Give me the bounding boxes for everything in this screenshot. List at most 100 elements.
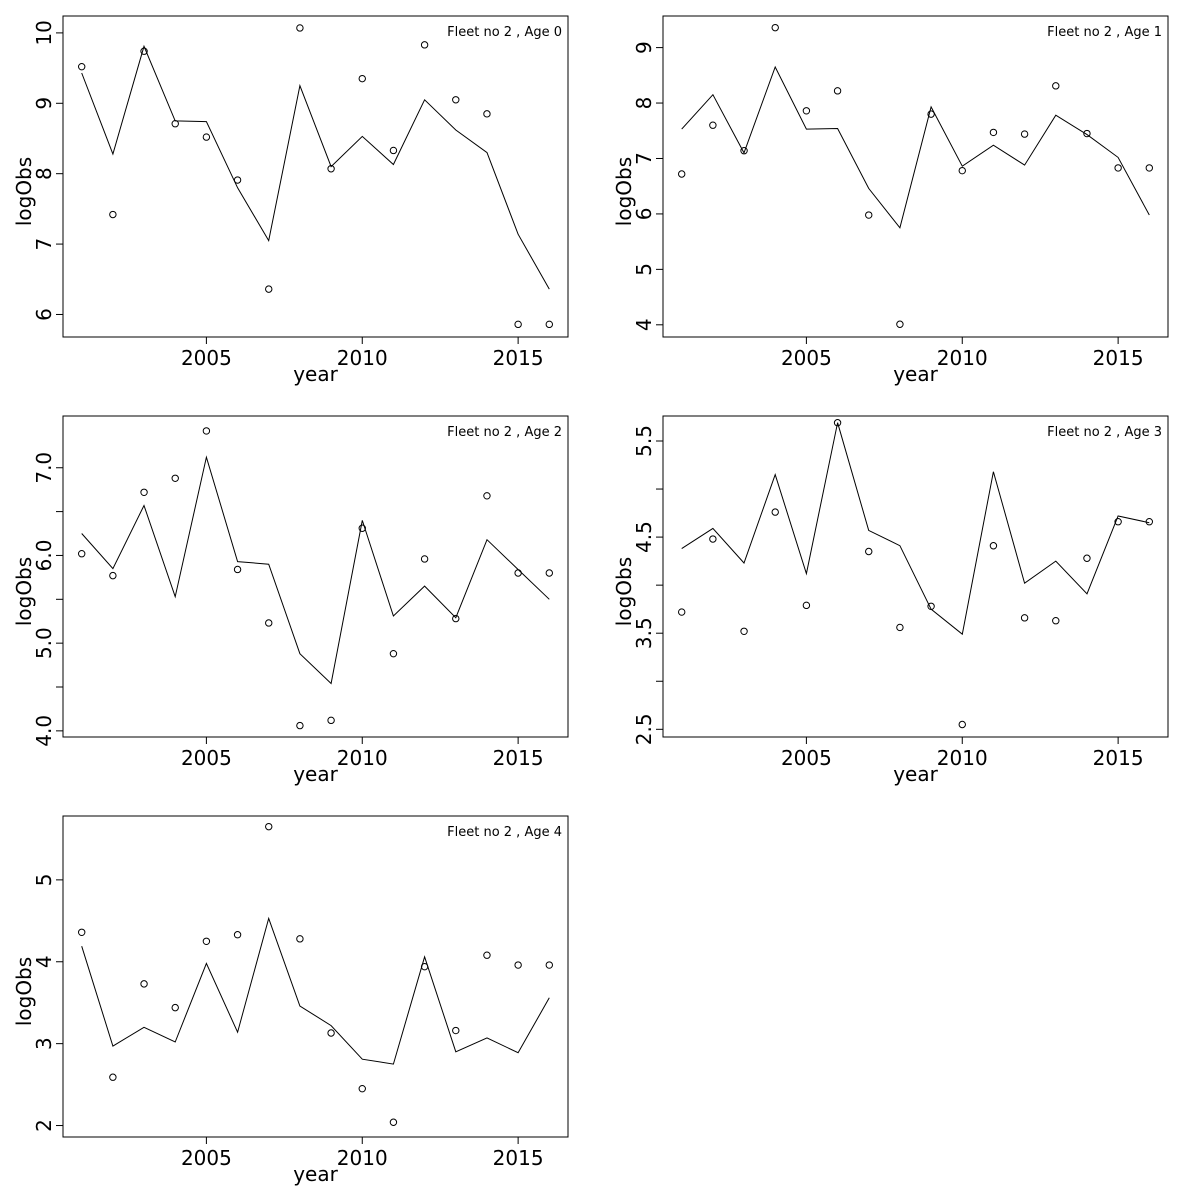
fitted-line [81,44,550,290]
x-tick-label: 2015 [493,1146,544,1170]
observed-point [989,128,998,137]
observed-point [452,1026,460,1035]
observed-point [78,549,86,558]
observed-point [78,928,86,936]
observed-point [452,614,460,623]
observed-point [740,627,748,635]
x-axis-title: year [293,1162,338,1186]
observed-point [678,608,686,616]
x-tick-label: 2005 [781,346,832,370]
observed-point [1145,518,1153,526]
x-tick-label: 2015 [1093,346,1144,370]
observed-point [171,474,179,482]
observed-point [109,210,117,219]
y-tick-label: 2 [32,1119,56,1132]
observed-point [678,170,686,178]
observed-point [545,320,553,329]
observed-point [771,23,779,32]
observed-point [296,24,304,32]
observed-point [483,110,491,118]
observed-point [927,110,935,118]
plot-frame [62,15,569,338]
y-tick-label: 5.5 [632,425,656,457]
y-axis-title: logObs [12,157,36,226]
x-tick-label: 2010 [937,746,988,770]
observed-point [865,547,873,556]
observed-point [958,166,966,175]
x-tick-label: 2010 [937,346,988,370]
plot-frame [62,815,569,1138]
observed-point [420,962,429,971]
y-tick-label: 6.0 [32,540,56,572]
x-axis-title: year [893,362,938,386]
x-tick-label: 2005 [781,746,832,770]
x-axis-title: year [293,762,338,786]
observed-point [1114,518,1122,526]
observed-point [1052,617,1060,625]
x-tick-label: 2005 [181,746,232,770]
observed-point [202,937,211,945]
x-tick-label: 2015 [493,746,544,770]
observed-point [389,146,398,155]
panel-title: Fleet no 2 , Age 1 [1047,25,1162,40]
fitted-line [681,65,1150,229]
observed-point [833,419,842,427]
observed-point [833,87,842,95]
y-tick-label: 2.5 [632,713,656,745]
observed-point [420,41,429,49]
observed-point [233,565,242,574]
observed-point [265,285,273,293]
panel-5: Fleet no 2 , Age 4 2005 2010 2015 year 2 3 4 5 lo… [12,815,569,1186]
observed-point [202,133,211,141]
x-axis-title: year [293,362,338,386]
panel-title: Fleet no 2 , Age 4 [447,825,562,840]
observed-point [109,1073,117,1081]
observed-point [802,601,811,610]
observed-point [709,535,717,543]
observed-point [1020,614,1029,622]
x-tick-label: 2010 [337,746,388,770]
y-tick-label: 4 [32,955,56,968]
panel-4: Fleet no 2 , Age 3 2005 2010 2015 year 2.5 3.5… [612,415,1169,786]
y-tick-label: 8 [32,167,56,180]
observed-point [740,147,748,155]
observed-point [545,569,553,577]
x-tick-label: 2010 [337,346,388,370]
y-tick-label: 7 [32,238,56,251]
y-tick-label: 9 [32,97,56,110]
plot-frame [662,15,1169,338]
observed-point [709,121,717,129]
observed-point [171,120,179,128]
plot-frame [62,415,569,738]
y-tick-label: 4.5 [632,521,656,553]
observed-point [202,427,211,435]
y-axis-title: logObs [12,957,36,1026]
y-axis-title: logObs [612,557,636,626]
observed-point [483,492,491,500]
y-tick-label: 9 [632,41,656,54]
observed-point [802,107,811,115]
observed-point [327,716,335,725]
observed-point [865,211,873,219]
y-tick-label: 8 [632,97,656,110]
observed-point [452,96,460,104]
observed-point [927,602,935,610]
observed-point [171,1003,179,1012]
panel-2: Fleet no 2 , Age 1 2005 2010 2015 year 4 5 6 7 8 9… [612,15,1169,386]
y-tick-label: 6 [32,308,56,321]
y-tick-label: 4 [632,318,656,331]
observed-point [358,524,366,532]
observed-point [296,935,304,943]
panel-title: Fleet no 2 , Age 3 [1047,425,1162,440]
x-tick-label: 2015 [1093,746,1144,770]
y-tick-label: 3.5 [632,617,656,649]
observed-point [514,320,522,329]
observed-point [989,542,998,550]
observed-point [358,1084,366,1093]
observed-point [483,951,491,959]
y-tick-label: 5.0 [32,627,56,659]
observed-point [896,623,904,632]
observed-point [1145,164,1153,172]
observed-point [140,980,148,988]
